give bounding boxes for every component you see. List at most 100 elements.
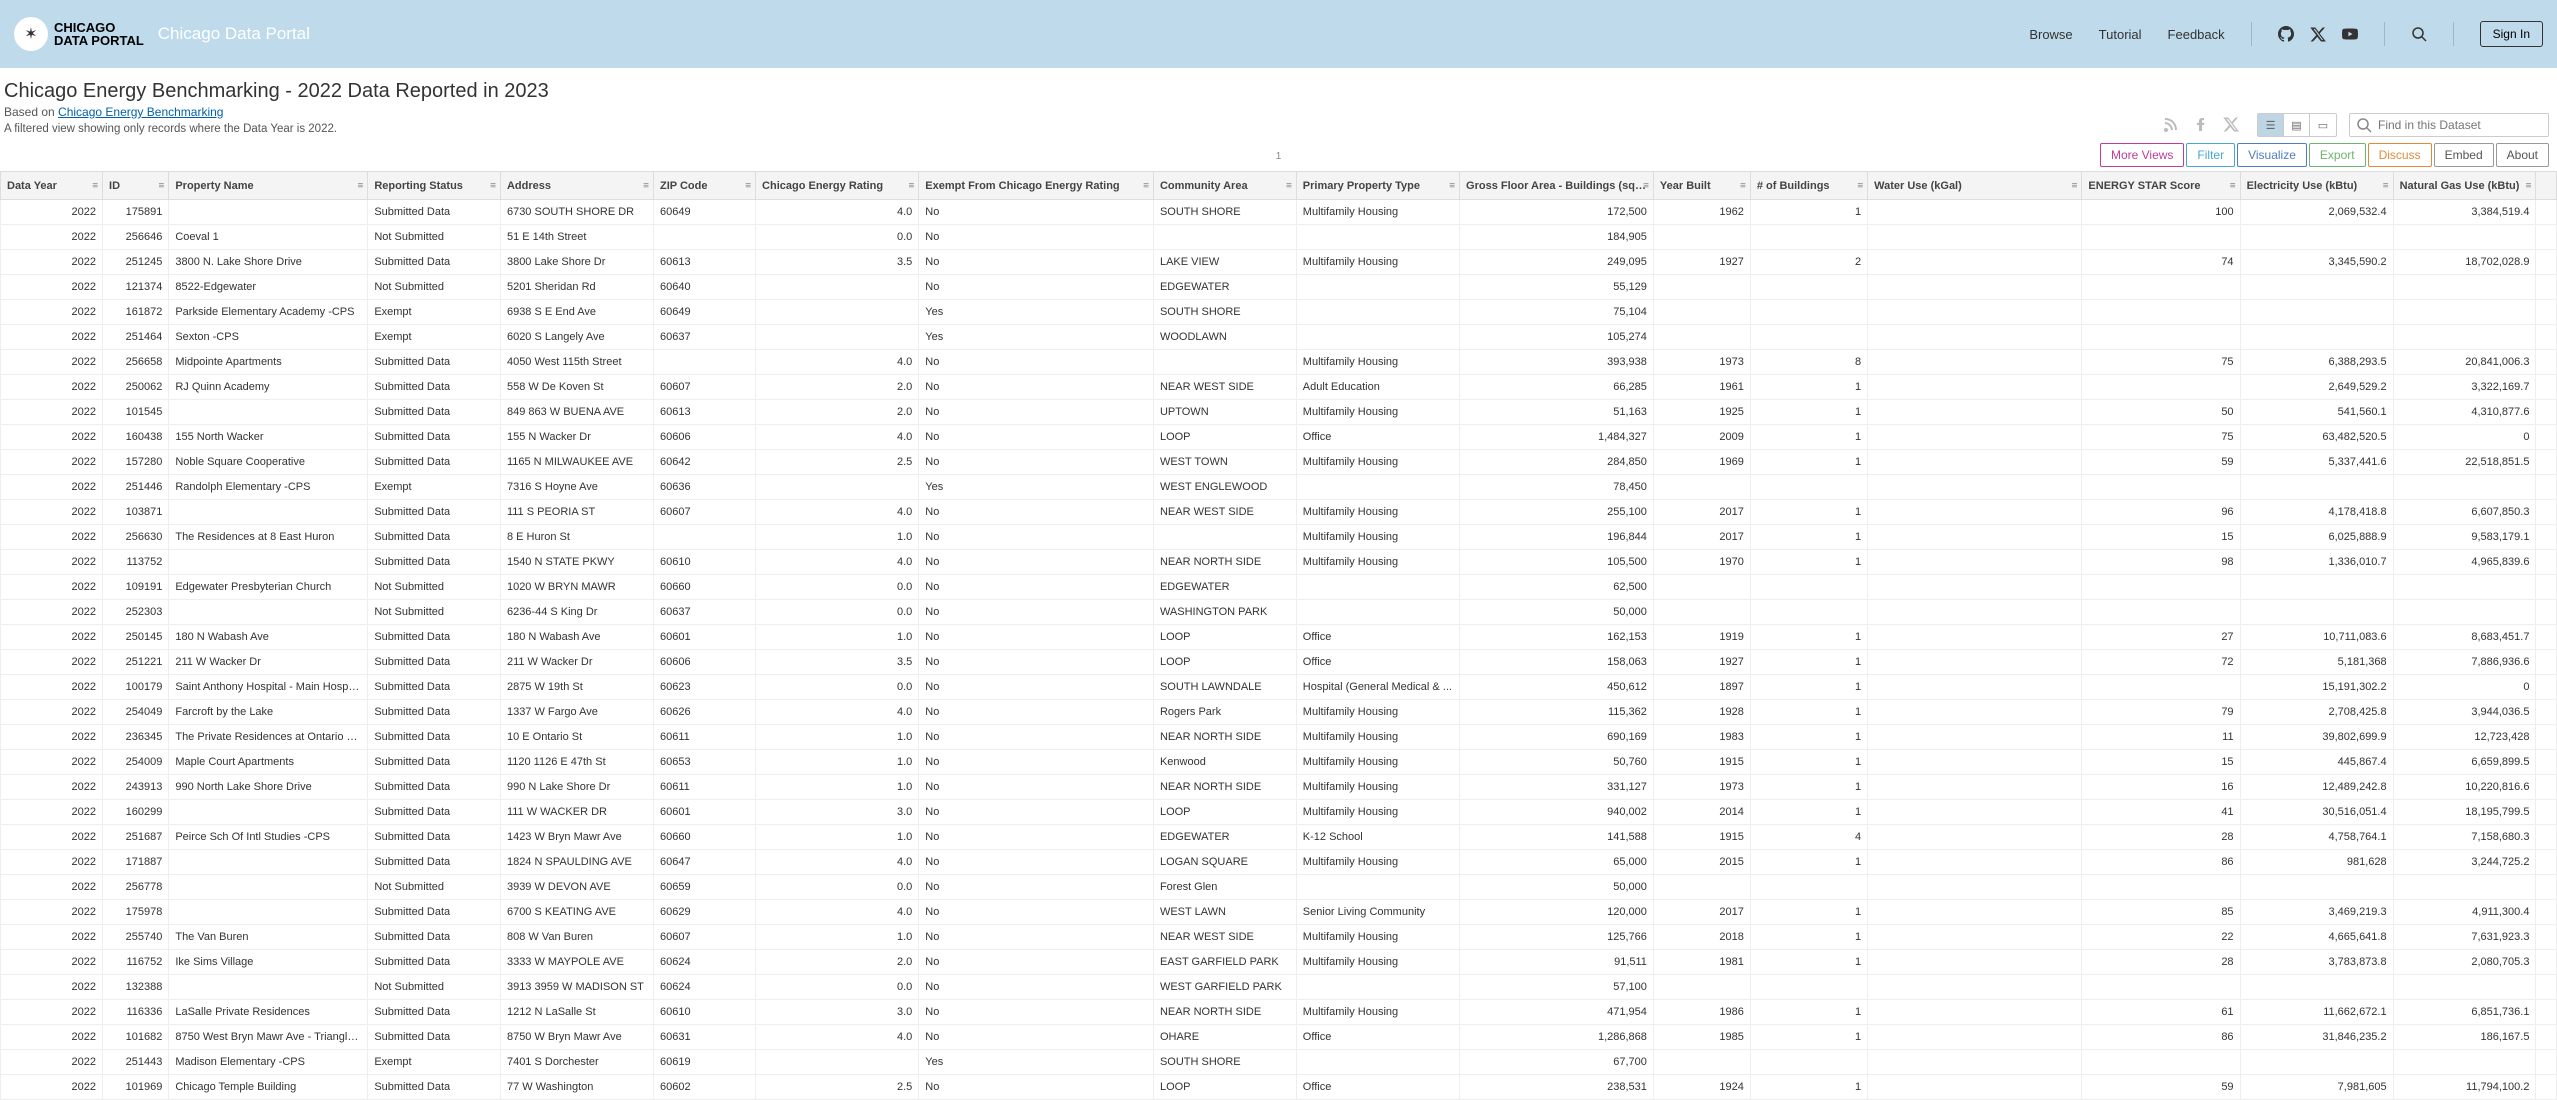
table-row[interactable]: 2022256630The Residences at 8 East Huron… xyxy=(1,525,2557,550)
column-menu-icon[interactable]: ≡ xyxy=(643,180,649,191)
table-row[interactable]: 2022254009Maple Court ApartmentsSubmitte… xyxy=(1,750,2557,775)
table-row[interactable]: 2022255740The Van BurenSubmitted Data808… xyxy=(1,925,2557,950)
table-row[interactable]: 2022116336LaSalle Private ResidencesSubm… xyxy=(1,1000,2557,1025)
column-menu-icon[interactable]: ≡ xyxy=(2526,180,2532,191)
find-input[interactable] xyxy=(2378,118,2542,132)
table-cell: 393,938 xyxy=(1460,350,1654,375)
column-menu-icon[interactable]: ≡ xyxy=(2072,180,2078,191)
column-header[interactable]: Reporting Status≡ xyxy=(368,172,501,200)
portal-name[interactable]: Chicago Data Portal xyxy=(158,24,310,44)
tab-more-views[interactable]: More Views xyxy=(2100,143,2184,167)
column-menu-icon[interactable]: ≡ xyxy=(745,180,751,191)
table-row[interactable]: 2022161872Parkside Elementary Academy -C… xyxy=(1,300,2557,325)
table-row[interactable]: 2022236345The Private Residences at Onta… xyxy=(1,725,2557,750)
column-header[interactable]: Address≡ xyxy=(500,172,653,200)
column-menu-icon[interactable]: ≡ xyxy=(1449,180,1455,191)
column-header[interactable]: Gross Floor Area - Buildings (sq ft)≡ xyxy=(1460,172,1654,200)
table-row[interactable]: 2022160438155 North WackerSubmitted Data… xyxy=(1,425,2557,450)
table-row[interactable]: 20221213748522-EdgewaterNot Submitted520… xyxy=(1,275,2557,300)
signin-button[interactable]: Sign In xyxy=(2480,21,2543,47)
tab-filter[interactable]: Filter xyxy=(2186,143,2235,167)
column-header[interactable] xyxy=(2536,172,2557,200)
column-menu-icon[interactable]: ≡ xyxy=(2230,180,2236,191)
find-in-dataset[interactable] xyxy=(2349,113,2549,137)
column-header[interactable]: Natural Gas Use (kBtu)≡ xyxy=(2393,172,2536,200)
column-menu-icon[interactable]: ≡ xyxy=(2383,180,2389,191)
column-menu-icon[interactable]: ≡ xyxy=(1643,180,1649,191)
table-row[interactable]: 2022250145180 N Wabash AveSubmitted Data… xyxy=(1,625,2557,650)
tab-visualize[interactable]: Visualize xyxy=(2237,143,2307,167)
column-header[interactable]: ENERGY STAR Score≡ xyxy=(2082,172,2240,200)
column-menu-icon[interactable]: ≡ xyxy=(1740,180,1746,191)
column-menu-icon[interactable]: ≡ xyxy=(908,180,914,191)
table-row[interactable]: 2022250062RJ Quinn AcademySubmitted Data… xyxy=(1,375,2557,400)
column-header[interactable]: Property Name≡ xyxy=(169,172,368,200)
column-header[interactable]: # of Buildings≡ xyxy=(1750,172,1867,200)
table-row[interactable]: 2022256658Midpointe ApartmentsSubmitted … xyxy=(1,350,2557,375)
nav-link-tutorial[interactable]: Tutorial xyxy=(2099,27,2142,42)
youtube-icon[interactable] xyxy=(2342,26,2358,42)
table-row[interactable]: 2022256646Coeval 1Not Submitted51 E 14th… xyxy=(1,225,2557,250)
column-menu-icon[interactable]: ≡ xyxy=(159,180,165,191)
nav-link-browse[interactable]: Browse xyxy=(2029,27,2072,42)
table-row[interactable]: 2022109191Edgewater Presbyterian ChurchN… xyxy=(1,575,2557,600)
column-header[interactable]: Primary Property Type≡ xyxy=(1296,172,1459,200)
table-row[interactable]: 2022251687Peirce Sch Of Intl Studies -CP… xyxy=(1,825,2557,850)
view-mode-rich-icon[interactable]: ▤ xyxy=(2284,114,2310,136)
table-row[interactable]: 2022251464Sexton -CPSExempt6020 S Langel… xyxy=(1,325,2557,350)
column-header[interactable]: Chicago Energy Rating≡ xyxy=(756,172,919,200)
column-header[interactable]: Exempt From Chicago Energy Rating≡ xyxy=(919,172,1154,200)
column-header[interactable]: ZIP Code≡ xyxy=(654,172,756,200)
tab-export[interactable]: Export xyxy=(2309,143,2366,167)
table-row[interactable]: 2022116752Ike Sims VillageSubmitted Data… xyxy=(1,950,2557,975)
table-row[interactable]: 2022101969Chicago Temple BuildingSubmitt… xyxy=(1,1075,2557,1100)
view-mode-single-icon[interactable]: ▭ xyxy=(2310,114,2336,136)
column-header[interactable]: Year Built≡ xyxy=(1653,172,1750,200)
table-row[interactable]: 2022160299Submitted Data111 W WACKER DR6… xyxy=(1,800,2557,825)
column-menu-icon[interactable]: ≡ xyxy=(357,180,363,191)
table-row[interactable]: 2022100179Saint Anthony Hospital - Main … xyxy=(1,675,2557,700)
column-header[interactable]: Water Use (kGal)≡ xyxy=(1868,172,2082,200)
column-header[interactable]: Community Area≡ xyxy=(1153,172,1296,200)
column-menu-icon[interactable]: ≡ xyxy=(92,180,98,191)
column-header[interactable]: Data Year≡ xyxy=(1,172,103,200)
column-menu-icon[interactable]: ≡ xyxy=(490,180,496,191)
table-row[interactable]: 2022132388Not Submitted3913 3959 W MADIS… xyxy=(1,975,2557,1000)
table-row[interactable]: 2022251443Madison Elementary -CPSExempt7… xyxy=(1,1050,2557,1075)
table-row[interactable]: 2022251446Randolph Elementary -CPSExempt… xyxy=(1,475,2557,500)
table-row[interactable]: 2022243913990 North Lake Shore DriveSubm… xyxy=(1,775,2557,800)
table-row[interactable]: 2022103871Submitted Data111 S PEORIA ST6… xyxy=(1,500,2557,525)
column-menu-icon[interactable]: ≡ xyxy=(1143,180,1149,191)
table-row[interactable]: 2022256778Not Submitted3939 W DEVON AVE6… xyxy=(1,875,2557,900)
tab-embed[interactable]: Embed xyxy=(2434,143,2494,167)
tab-discuss[interactable]: Discuss xyxy=(2368,143,2432,167)
table-row[interactable]: 2022171887Submitted Data1824 N SPAULDING… xyxy=(1,850,2557,875)
github-icon[interactable] xyxy=(2278,26,2294,42)
table-row[interactable]: 2022113752Submitted Data1540 N STATE PKW… xyxy=(1,550,2557,575)
table-row[interactable]: 2022254049Farcroft by the LakeSubmitted … xyxy=(1,700,2557,725)
x-share-icon[interactable] xyxy=(2223,116,2239,135)
table-row[interactable]: 2022252303Not Submitted6236-44 S King Dr… xyxy=(1,600,2557,625)
nav-link-feedback[interactable]: Feedback xyxy=(2168,27,2225,42)
table-row[interactable]: 20221016828750 West Bryn Mawr Ave - Tria… xyxy=(1,1025,2557,1050)
table-cell: 18,195,799.5 xyxy=(2393,800,2536,825)
table-cell: 60629 xyxy=(654,900,756,925)
column-menu-icon[interactable]: ≡ xyxy=(1857,180,1863,191)
x-twitter-icon[interactable] xyxy=(2310,26,2326,42)
logo[interactable]: ✶ CHICAGO DATA PORTAL xyxy=(14,17,144,51)
table-cell: 160438 xyxy=(103,425,169,450)
column-menu-icon[interactable]: ≡ xyxy=(1286,180,1292,191)
table-row[interactable]: 2022157280Noble Square CooperativeSubmit… xyxy=(1,450,2557,475)
table-row[interactable]: 20222512453800 N. Lake Shore DriveSubmit… xyxy=(1,250,2557,275)
table-row[interactable]: 2022101545Submitted Data849 863 W BUENA … xyxy=(1,400,2557,425)
column-header[interactable]: ID≡ xyxy=(103,172,169,200)
facebook-icon[interactable] xyxy=(2193,116,2209,135)
column-header[interactable]: Electricity Use (kBtu)≡ xyxy=(2240,172,2393,200)
search-icon[interactable] xyxy=(2411,26,2427,42)
table-row[interactable]: 2022175978Submitted Data6700 S KEATING A… xyxy=(1,900,2557,925)
table-row[interactable]: 2022251221211 W Wacker DrSubmitted Data2… xyxy=(1,650,2557,675)
rss-icon[interactable] xyxy=(2163,116,2179,135)
view-mode-table-icon[interactable]: ☰ xyxy=(2258,114,2284,136)
table-row[interactable]: 2022175891Submitted Data6730 SOUTH SHORE… xyxy=(1,200,2557,225)
tab-about[interactable]: About xyxy=(2496,143,2549,167)
